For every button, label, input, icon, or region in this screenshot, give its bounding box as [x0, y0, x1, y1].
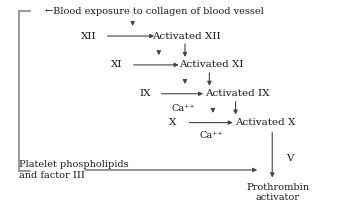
Text: ←Blood exposure to collagen of blood vessel: ←Blood exposure to collagen of blood ves… [45, 7, 264, 16]
Text: V: V [286, 154, 294, 163]
Text: Activated IX: Activated IX [205, 89, 269, 98]
Text: XII: XII [81, 32, 97, 41]
Text: Prothrombin
activator: Prothrombin activator [246, 183, 309, 202]
Text: Platelet phospholipids
and factor III: Platelet phospholipids and factor III [19, 160, 129, 180]
Text: Activated X: Activated X [235, 118, 295, 127]
Text: Ca⁺⁺: Ca⁺⁺ [171, 104, 195, 113]
Text: XI: XI [111, 60, 122, 69]
Text: X: X [169, 118, 177, 127]
Text: IX: IX [139, 89, 150, 98]
Text: Activated XII: Activated XII [153, 32, 221, 41]
Text: Ca⁺⁺: Ca⁺⁺ [199, 131, 223, 140]
Text: Activated XI: Activated XI [179, 60, 243, 69]
